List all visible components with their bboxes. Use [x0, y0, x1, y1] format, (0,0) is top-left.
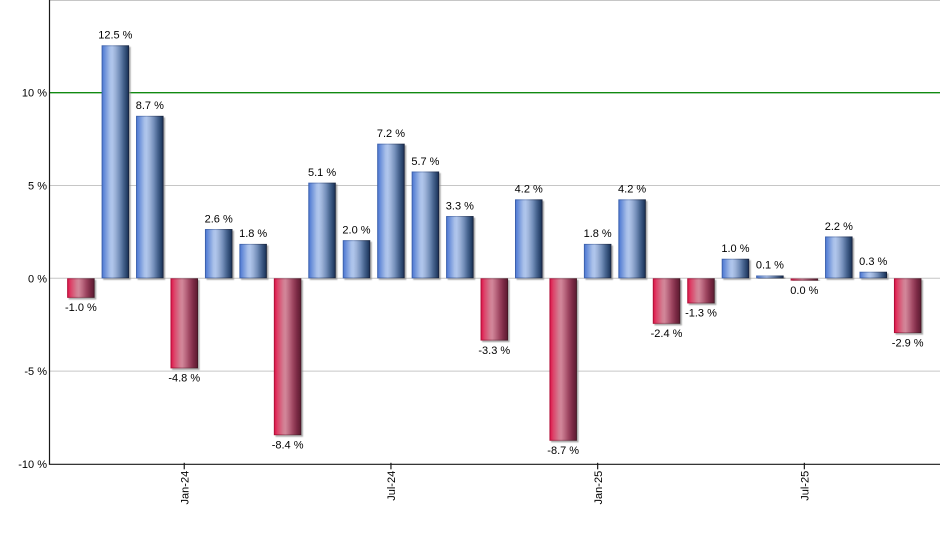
- svg-text:12.5 %: 12.5 %: [98, 30, 132, 42]
- svg-text:2.0 %: 2.0 %: [342, 224, 370, 236]
- svg-text:Jul-24: Jul-24: [386, 471, 398, 501]
- svg-text:-3.3 %: -3.3 %: [478, 345, 510, 357]
- svg-text:5 %: 5 %: [28, 181, 47, 193]
- svg-text:-1.3 %: -1.3 %: [685, 308, 717, 320]
- svg-text:0.0 %: 0.0 %: [790, 285, 818, 297]
- svg-text:10 %: 10 %: [22, 88, 47, 100]
- svg-text:4.2 %: 4.2 %: [515, 184, 543, 196]
- svg-text:1.8 %: 1.8 %: [584, 228, 612, 240]
- svg-text:1.8 %: 1.8 %: [239, 228, 267, 240]
- svg-text:8.7 %: 8.7 %: [136, 100, 164, 112]
- svg-text:-4.8 %: -4.8 %: [168, 373, 200, 385]
- svg-text:-10 %: -10 %: [18, 459, 47, 471]
- svg-text:-8.7 %: -8.7 %: [547, 445, 579, 457]
- svg-text:0.3 %: 0.3 %: [859, 256, 887, 268]
- svg-text:0 %: 0 %: [28, 273, 47, 285]
- svg-text:Jul-25: Jul-25: [800, 471, 812, 501]
- svg-text:-1.0 %: -1.0 %: [65, 302, 97, 314]
- svg-text:-2.9 %: -2.9 %: [892, 337, 924, 349]
- svg-text:5.7 %: 5.7 %: [411, 156, 439, 168]
- svg-text:3.3 %: 3.3 %: [446, 200, 474, 212]
- svg-text:2.2 %: 2.2 %: [825, 221, 853, 233]
- svg-text:Jan-24: Jan-24: [179, 471, 191, 505]
- svg-text:-8.4 %: -8.4 %: [272, 440, 304, 452]
- svg-text:7.2 %: 7.2 %: [377, 128, 405, 140]
- svg-text:4.2 %: 4.2 %: [618, 184, 646, 196]
- svg-text:1.0 %: 1.0 %: [721, 243, 749, 255]
- svg-text:0.1 %: 0.1 %: [756, 260, 784, 272]
- svg-text:5.1 %: 5.1 %: [308, 167, 336, 179]
- svg-text:-2.4 %: -2.4 %: [651, 328, 683, 340]
- svg-text:Jan-25: Jan-25: [593, 471, 605, 505]
- svg-text:-5 %: -5 %: [24, 366, 47, 378]
- svg-text:2.6 %: 2.6 %: [205, 213, 233, 225]
